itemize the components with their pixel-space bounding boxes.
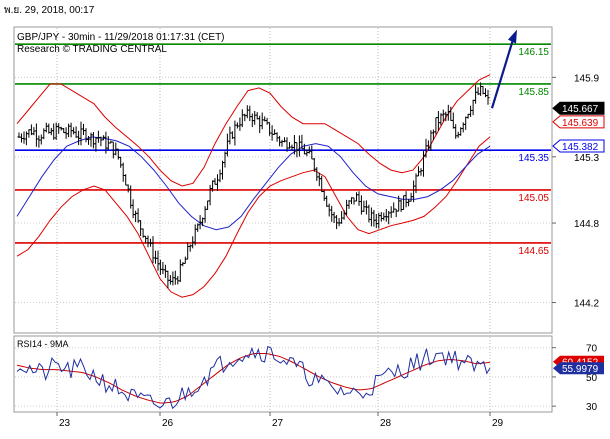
- y-tick-label: 145.3: [574, 153, 599, 164]
- y-tick-label: 145.9: [574, 73, 599, 84]
- forecast-arrow-shaft: [490, 35, 516, 109]
- bollinger-upper: [16, 74, 491, 187]
- y-tick-label: 144.8: [574, 219, 599, 230]
- price-axis: 144.2 144.8 145.3 145.9 30 50 70: [552, 73, 599, 413]
- rsi-lines: [16, 345, 491, 410]
- price-tag-bb: [552, 115, 605, 129]
- x-tick-label: 29: [492, 418, 504, 429]
- rsi-tag-label: 55.9979: [562, 364, 599, 375]
- bollinger-lower: [16, 136, 491, 298]
- rsi-title: RSI14 - 9MA: [17, 339, 69, 349]
- main-grid: [15, 28, 551, 332]
- x-tick-label: 27: [272, 418, 284, 429]
- rsi-y-tick-label: 50: [586, 373, 598, 384]
- key-levels: 146.15 145.85 145.35 145.05 144.65: [15, 43, 551, 257]
- level-label: 144.65: [518, 246, 549, 257]
- rsi-grid: [15, 337, 551, 411]
- price-tag-ma: [552, 139, 605, 153]
- rsi-panel: [13, 335, 553, 413]
- x-tick-label: 26: [162, 418, 174, 429]
- time-axis: 23 26 27 28 29: [56, 412, 504, 429]
- chart-title: GBP/JPY - 30min - 11/29/2018 01:17:31 (C…: [17, 32, 225, 43]
- bollinger-bands: [16, 74, 491, 298]
- chart-attribution: Research © TRADING CENTRAL: [17, 44, 167, 55]
- level-label: 145.85: [518, 87, 549, 98]
- level-label: 145.35: [518, 153, 549, 164]
- price-bars: [17, 82, 490, 289]
- rsi-line: [16, 345, 491, 410]
- level-label: 145.05: [518, 193, 549, 204]
- forecast-arrow: [490, 29, 517, 109]
- rsi-tag-rsi: [553, 362, 604, 375]
- price-tag-last: [552, 101, 605, 115]
- x-tick-label: 28: [380, 418, 392, 429]
- level-label: 146.15: [518, 47, 549, 58]
- timestamp: พ.ย. 29, 2018, 00:17: [4, 5, 95, 16]
- price-tag-label: 145.639: [562, 118, 599, 129]
- y-tick-label: 144.2: [574, 299, 599, 310]
- price-tag-label: 145.382: [562, 142, 599, 153]
- price-tag-label: 145.667: [562, 104, 599, 115]
- rsi-y-tick-label: 70: [586, 344, 598, 355]
- rsi-y-tick-label: 30: [586, 402, 598, 413]
- forecast-arrow-head: [508, 29, 517, 44]
- x-tick-label: 23: [59, 418, 71, 429]
